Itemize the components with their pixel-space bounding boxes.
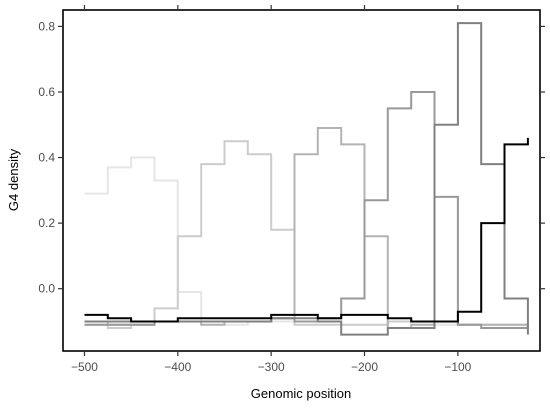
x-tick-label: −100 [444,360,471,374]
y-tick-label: 0.0 [38,282,55,296]
y-tick-label: 0.4 [38,151,55,165]
series-line-5 [84,22,529,336]
x-axis: −500 −400 −300 −200 −100 [71,5,472,374]
x-tick-label: −400 [164,360,191,374]
y-axis: 0.0 0.2 0.4 0.6 0.8 [38,19,545,296]
y-tick-label: 0.6 [38,85,55,99]
y-tick-label: 0.2 [38,216,55,230]
x-tick-label: −200 [351,360,378,374]
series-layer [84,22,529,336]
y-axis-title: G4 density [6,148,21,211]
series-line-1 [84,156,529,329]
plot-frame [62,9,541,352]
series-line-6 [84,137,529,323]
series-line-4 [84,91,529,329]
series-line-2 [84,140,529,329]
x-axis-title: Genomic position [251,386,351,401]
y-tick-label: 0.8 [38,19,55,33]
x-tick-label: −300 [258,360,285,374]
x-tick-label: −500 [71,360,98,374]
